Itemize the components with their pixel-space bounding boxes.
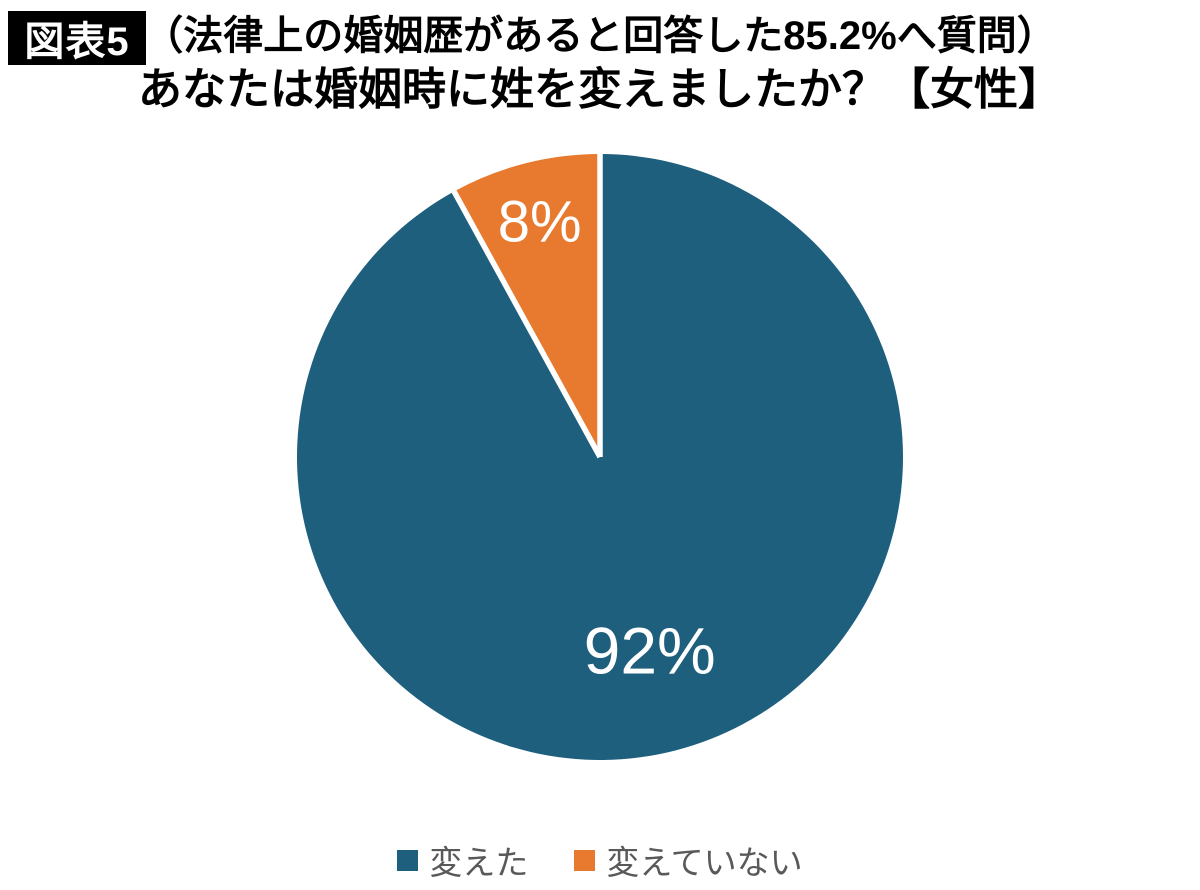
legend-label-changed: 変えた	[429, 844, 529, 881]
pie-data-label-0: 92%	[584, 614, 716, 688]
legend-swatch-changed	[397, 849, 419, 871]
legend-item-not-changed: 変えていない	[574, 836, 803, 884]
pie-data-label-1: 8%	[498, 190, 582, 255]
chart-title-line2: あなたは婚姻時に姓を変えましたか？【女性】	[138, 65, 1062, 114]
pie-slice-1	[454, 154, 600, 457]
slice-separator	[451, 190, 603, 459]
chart-title-line1: （法律上の婚姻歴があると回答した85.2%へ質問）	[143, 14, 1057, 58]
legend-swatch-not-changed	[574, 849, 596, 871]
legend-label-not-changed: 変えていない	[606, 844, 803, 881]
legend-item-changed: 変えた	[397, 836, 528, 884]
figure-number-badge: 図表5	[8, 11, 146, 65]
legend: 変えた 変えていない	[0, 836, 1200, 884]
